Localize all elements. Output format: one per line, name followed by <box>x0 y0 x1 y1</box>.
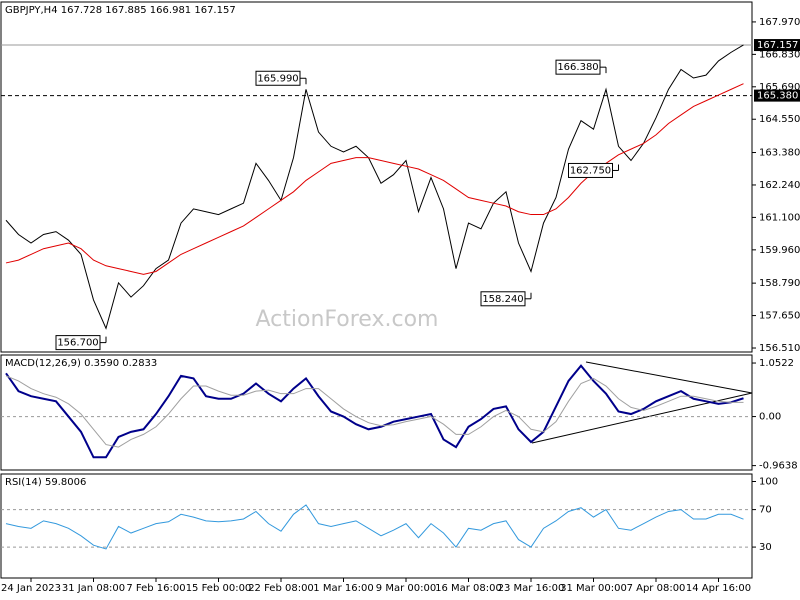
annotation-box <box>55 335 101 351</box>
annotation-label: 156.700 <box>57 338 98 349</box>
y-tick-label: 30 <box>759 542 772 553</box>
y-tick-label: 159.960 <box>759 245 800 256</box>
annotation-box <box>480 291 526 307</box>
price-label: 165.380 <box>757 91 798 102</box>
x-tick-label: 31 Mar 00:00 <box>560 583 627 594</box>
y-tick-label: 1.0522 <box>759 358 794 369</box>
panel-title: MACD(12,26,9) 0.3590 0.2833 <box>5 358 157 369</box>
y-tick-label: 0.00 <box>759 412 781 423</box>
x-tick-label: 14 Apr 16:00 <box>686 583 751 594</box>
series-line <box>5 44 744 330</box>
annotation-box <box>555 59 601 75</box>
annotation-label: 166.380 <box>557 62 598 73</box>
series-line <box>5 375 744 448</box>
y-tick-label: 165.690 <box>759 82 800 93</box>
price-label-box <box>754 39 800 52</box>
trend-line <box>585 361 753 394</box>
y-tick-label: 166.830 <box>759 49 800 60</box>
trend-line <box>531 392 753 444</box>
series-line <box>5 364 744 459</box>
panel-frame <box>0 1 753 353</box>
x-tick-label: 1 Mar 16:00 <box>313 583 373 594</box>
annotation-label: 162.750 <box>570 165 611 176</box>
y-tick-label: 156.510 <box>759 343 800 354</box>
y-tick-label: 164.550 <box>759 114 800 125</box>
x-tick-label: 7 Apr 08:00 <box>627 583 686 594</box>
x-tick-label: 24 Jan 2023 <box>1 583 61 594</box>
annotation-label: 158.240 <box>482 294 523 305</box>
x-tick-label: 16 Mar 08:00 <box>435 583 502 594</box>
y-tick-label: 157.650 <box>759 311 800 322</box>
y-tick-label: 163.380 <box>759 148 800 159</box>
x-tick-label: 22 Feb 08:00 <box>248 583 314 594</box>
series-line <box>5 83 744 275</box>
panel-frame <box>0 473 753 579</box>
x-tick-label: 9 Mar 00:00 <box>376 583 436 594</box>
y-tick-label: -0.9638 <box>759 461 798 472</box>
y-tick-label: 161.100 <box>759 212 800 223</box>
x-tick-label: 15 Feb 00:00 <box>186 583 252 594</box>
annotation-label: 165.990 <box>257 73 298 84</box>
series-line <box>5 504 744 550</box>
watermark: ActionForex.com <box>256 307 439 332</box>
annotation-box <box>568 162 613 178</box>
annotation-box <box>255 70 301 86</box>
price-label-box <box>754 89 800 102</box>
panel-title: GBPJPY,H4 167.728 167.885 166.981 167.15… <box>5 5 236 16</box>
panel-frame <box>0 354 753 471</box>
y-tick-label: 167.970 <box>759 17 800 28</box>
y-tick-label: 162.240 <box>759 180 800 191</box>
price-label: 167.157 <box>757 40 798 51</box>
y-tick-label: 70 <box>759 505 772 516</box>
x-tick-label: 31 Jan 08:00 <box>62 583 125 594</box>
x-tick-label: 23 Mar 16:00 <box>498 583 565 594</box>
panel-title: RSI(14) 59.8006 <box>5 477 86 488</box>
y-tick-label: 158.790 <box>759 278 800 289</box>
y-tick-label: 100 <box>759 476 778 487</box>
x-tick-label: 7 Feb 16:00 <box>126 583 185 594</box>
